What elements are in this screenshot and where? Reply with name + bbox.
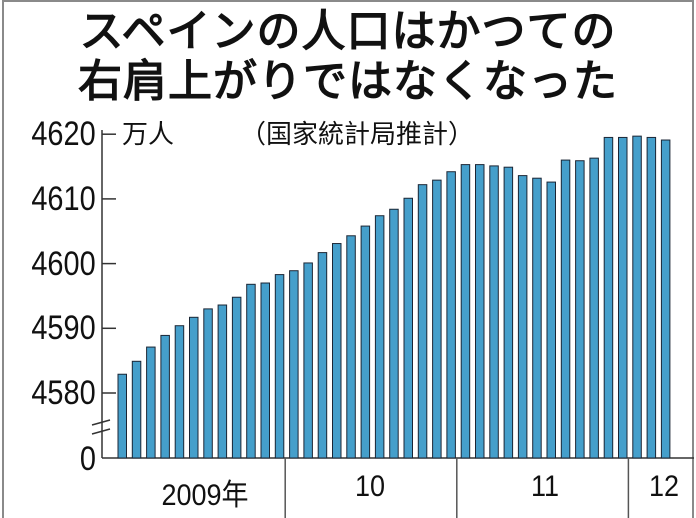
bar <box>560 159 571 459</box>
bar <box>374 215 385 459</box>
bar <box>289 270 299 459</box>
bar <box>131 360 142 459</box>
x-group-label-2010: 10 <box>354 470 386 503</box>
bar <box>503 166 514 459</box>
bar <box>146 346 156 459</box>
bar <box>517 175 528 459</box>
bar <box>274 274 285 459</box>
bar <box>532 177 542 459</box>
bar <box>646 136 657 459</box>
x-group-label-2009: 2009年 <box>161 479 249 512</box>
bar <box>432 179 442 459</box>
bar <box>660 139 671 459</box>
bar <box>189 316 199 459</box>
bar <box>346 235 356 459</box>
bar <box>231 296 242 459</box>
bar <box>403 197 413 459</box>
bar <box>489 165 499 459</box>
y-tick-label-0: 0 <box>79 440 96 478</box>
source-label: （国家統計局推計） <box>240 120 475 150</box>
x-group-label-2012: 12 <box>648 470 680 503</box>
y-tick-label-4580: 4580 <box>31 374 96 412</box>
bar <box>332 243 342 459</box>
bar <box>460 164 471 459</box>
chart-title-line2: 右肩上がりではなくなった <box>78 56 618 107</box>
axis-break-mark <box>91 428 111 435</box>
bar <box>446 171 456 459</box>
bar <box>160 334 170 459</box>
bar <box>618 136 628 459</box>
bar <box>389 208 399 459</box>
bar <box>603 136 614 459</box>
bar <box>546 181 556 459</box>
bar <box>174 325 185 459</box>
unit-label: 万人 <box>122 120 175 150</box>
bar <box>203 308 213 459</box>
bar <box>117 373 127 459</box>
bar <box>360 225 371 459</box>
bar <box>575 160 585 459</box>
bar <box>589 157 599 459</box>
y-tick-label-4600: 4600 <box>31 245 96 283</box>
chart-title-line1: スペインの人口はかつての <box>79 6 617 57</box>
y-tick-label-4620: 4620 <box>31 115 96 153</box>
y-tick-label-4590: 4590 <box>31 309 96 347</box>
bar <box>417 184 428 459</box>
axis-break-mark <box>91 419 111 426</box>
bar <box>632 135 642 459</box>
x-group-label-2011: 11 <box>530 470 560 503</box>
bar-series <box>117 135 671 459</box>
bar <box>475 164 485 459</box>
bar <box>246 283 256 459</box>
y-tick-label-4610: 4610 <box>31 180 96 218</box>
bar <box>217 304 228 459</box>
bar <box>303 262 313 459</box>
bar <box>317 252 328 459</box>
bar <box>260 282 270 459</box>
